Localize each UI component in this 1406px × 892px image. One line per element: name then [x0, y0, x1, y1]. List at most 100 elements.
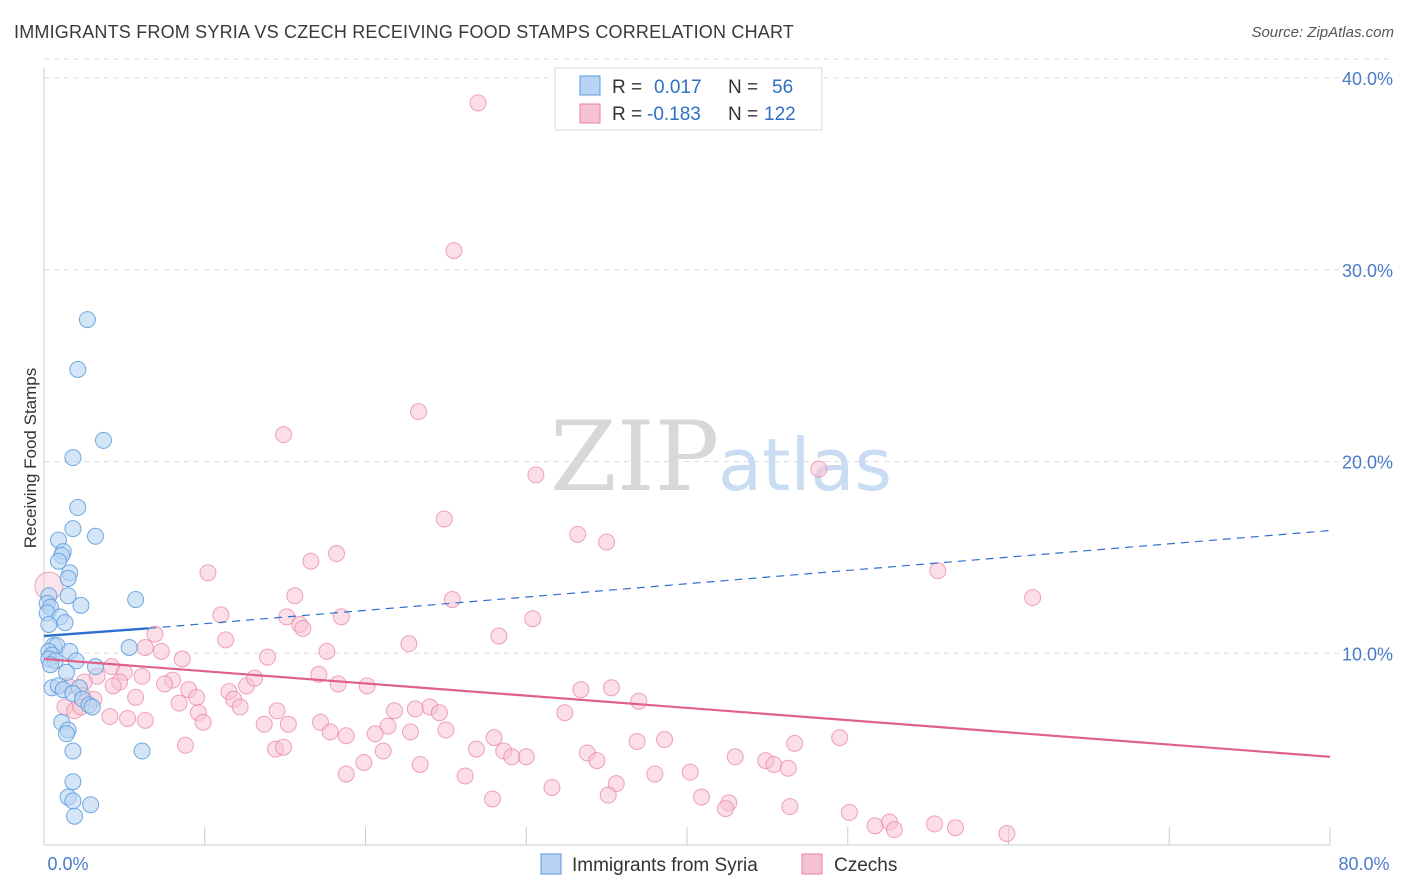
czech-point [926, 815, 944, 833]
syria-trend-line-solid [43, 627, 149, 638]
legend-czech-r-value: -0.183 [647, 104, 701, 125]
czech-point [469, 94, 487, 112]
legend-czech-swatch [579, 103, 601, 124]
syria-point [120, 638, 138, 656]
bottom-legend-czech-label: Czechs [834, 855, 897, 876]
czech-point [400, 635, 418, 653]
czech-point [885, 821, 903, 839]
czech-point [831, 729, 849, 747]
syria-point [64, 773, 82, 791]
czech-point [170, 694, 188, 712]
syria-trend-line-dashed [148, 529, 1331, 629]
syria-point [58, 725, 76, 743]
chart-title: IMMIGRANTS FROM SYRIA VS CZECH RECEIVING… [14, 22, 795, 42]
correlation-legend: R = 0.017 N = 56 R = -0.183 N = 122 [554, 67, 823, 131]
bottom-legend-czech-swatch [801, 853, 823, 875]
czech-point [119, 709, 137, 727]
syria-point [133, 742, 151, 760]
legend-syria-n-value: 56 [772, 77, 793, 98]
czech-point [152, 642, 170, 660]
y-tick-label-1: 20.0% [1342, 453, 1393, 473]
bottom-legend-syria-label: Immigrants from Syria [572, 855, 758, 876]
x-tick-label-max: 80.0% [1338, 854, 1389, 874]
czech-point [101, 708, 119, 726]
czech-point [321, 723, 339, 741]
czech-point [556, 704, 574, 722]
czech-point [146, 625, 164, 643]
czech-point [655, 731, 673, 749]
czech-point [866, 817, 884, 835]
czech-point [599, 786, 617, 804]
czech-point [490, 627, 508, 645]
grid-layer [43, 58, 1394, 846]
y-tick-label-0: 10.0% [1342, 644, 1393, 664]
czech-point [445, 242, 463, 260]
czech-point [385, 702, 403, 720]
syria-point [127, 591, 145, 609]
y-tick-labels: 10.0% 20.0% 30.0% 40.0% [1342, 69, 1393, 664]
czech-point [483, 790, 501, 808]
syria-point [56, 614, 74, 632]
syria-point [94, 431, 112, 449]
czech-point [176, 736, 194, 754]
czech-point [156, 675, 174, 693]
czech-point [840, 803, 858, 821]
czech-point [332, 608, 350, 626]
czech-point [786, 734, 804, 752]
czech-point [275, 738, 293, 756]
czech-point [337, 765, 355, 783]
trend-lines [43, 529, 1331, 758]
syria-point [86, 527, 104, 545]
czech-point [136, 711, 154, 729]
czech-point [246, 669, 264, 687]
syria-point [64, 449, 82, 467]
czech-point [310, 665, 328, 683]
syria-point [83, 698, 101, 716]
bottom-legend-syria-swatch [540, 853, 562, 875]
czech-point [402, 723, 420, 741]
czech-point [524, 610, 542, 628]
czech-point [173, 650, 191, 668]
czech-point [374, 742, 392, 760]
czech-point [598, 533, 616, 551]
syria-point [40, 615, 58, 633]
legend-syria-r-value: 0.017 [654, 77, 702, 98]
czech-point [194, 713, 212, 731]
czech-point [318, 642, 336, 660]
czech-point [406, 700, 424, 718]
legend-syria-n-label: N = [728, 77, 758, 98]
czech-point [217, 631, 235, 649]
syria-point [59, 569, 77, 587]
czech-point [630, 692, 648, 710]
syria-point [82, 796, 100, 814]
czech-point [467, 740, 485, 758]
czech-point [503, 748, 521, 766]
czech-point [286, 587, 304, 605]
czech-point [231, 698, 249, 716]
czech-point [188, 688, 206, 706]
czech-point [517, 748, 535, 766]
syria-point [64, 792, 82, 810]
czech-point [133, 667, 151, 685]
legend-syria-r-label: R = [612, 77, 642, 98]
czech-point [607, 775, 625, 793]
y-axis-label: Receiving Food Stamps [21, 368, 40, 548]
czech-point [692, 788, 710, 806]
czech-point [279, 715, 297, 733]
czech-point [588, 752, 606, 770]
czech-point [302, 552, 320, 570]
czech-point [199, 564, 217, 582]
czech-point [355, 754, 373, 772]
czech-point [946, 819, 964, 837]
legend-czech-r-label: R = [612, 104, 642, 125]
czech-point [328, 545, 346, 563]
czech-point [543, 778, 561, 796]
czech-point [104, 677, 122, 695]
watermark-zip: ZIP [550, 401, 719, 513]
czech-point [765, 755, 783, 773]
watermark-atlas: atlas [718, 423, 892, 507]
syria-point [58, 663, 76, 681]
x-tick-label-min: 0.0% [47, 854, 88, 874]
y-tick-label-3: 40.0% [1342, 69, 1393, 89]
